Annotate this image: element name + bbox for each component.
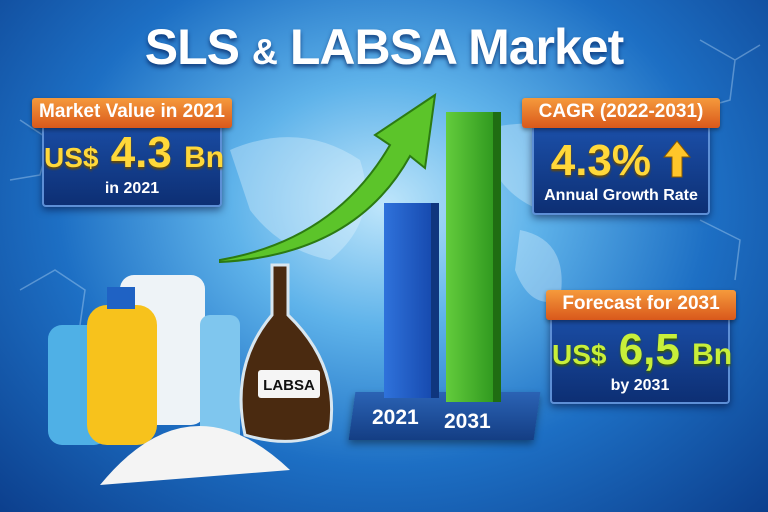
category-label-2031: 2031: [444, 410, 491, 433]
page-title: SLS & LABSA Market: [0, 18, 768, 76]
cagr-value: 4.3%: [550, 136, 652, 185]
market-value-sub: in 2021: [104, 180, 160, 197]
currency-prefix: US$: [552, 339, 607, 370]
forecast-card: US$ 6,5 Bn by 2031: [550, 310, 733, 404]
market-value-card: US$ 4.3 Bn in 2021: [42, 115, 225, 207]
forecast-sub: by 2031: [610, 377, 670, 394]
detergent-products-illustration: LABSA: [48, 263, 334, 485]
title-ampersand: &: [251, 31, 278, 72]
bar-2021: [384, 203, 439, 398]
unit-label: Bn: [692, 338, 733, 371]
growth-arrow-icon: [219, 92, 437, 264]
title-market: LABSA Market: [289, 19, 624, 75]
bar-2031: [446, 112, 501, 402]
forecast-ribbon: Forecast for 2031: [546, 290, 736, 320]
unit-label: Bn: [184, 141, 225, 174]
cagr-ribbon: CAGR (2022-2031): [522, 98, 720, 128]
cagr-sub: Annual Growth Rate: [544, 187, 698, 204]
market-value-ribbon: Market Value in 2021: [32, 98, 232, 128]
flask-label: LABSA: [263, 377, 315, 394]
market-value-number: 4.3: [110, 128, 172, 177]
currency-prefix: US$: [44, 142, 99, 173]
category-label-2021: 2021: [372, 406, 419, 429]
cagr-card: 4.3% Annual Growth Rate: [532, 125, 710, 215]
arrow-up-icon: [663, 139, 692, 187]
forecast-value-number: 6,5: [618, 325, 680, 374]
title-sls: SLS: [144, 19, 240, 75]
